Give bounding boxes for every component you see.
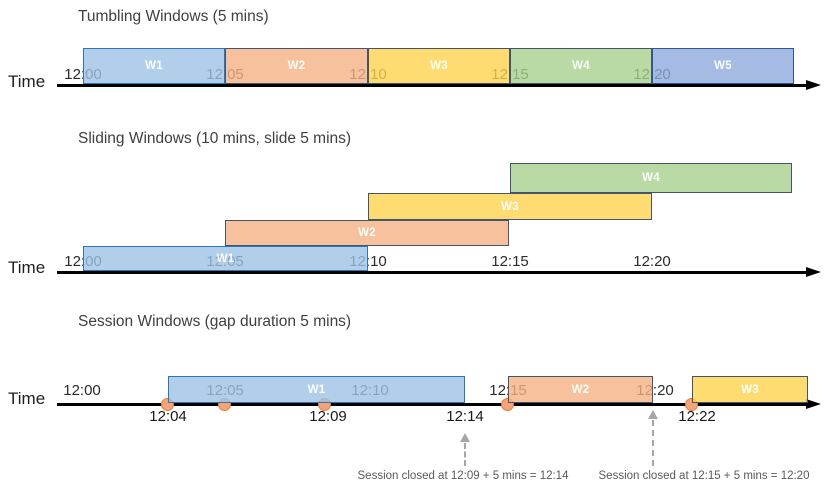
sliding-window-w2-label: W2	[358, 227, 376, 239]
tumbling-section-title: Tumbling Windows (5 mins)	[78, 8, 269, 25]
session-close-arrow-1-line	[464, 443, 466, 466]
tumbling-timeline-arrow-icon	[806, 80, 821, 90]
session-window-w3: W3	[692, 376, 808, 403]
tumbling-window-w4: W4	[510, 48, 652, 84]
session-tick-1200: 12:00	[63, 382, 101, 399]
session-window-w1: W1	[168, 376, 465, 403]
sliding-timeline	[57, 271, 808, 274]
session-section-title: Session Windows (gap duration 5 mins)	[78, 313, 352, 330]
sliding-window-w1: W1	[83, 246, 368, 271]
sliding-window-w4: W4	[510, 163, 792, 193]
sliding-window-w3-label: W3	[501, 200, 519, 213]
session-window-w1-label: W1	[307, 383, 326, 396]
tumbling-window-w1-label: W1	[145, 60, 163, 72]
event-label-1209: 12:09	[309, 408, 347, 425]
tumbling-window-w3-label: W3	[430, 60, 448, 72]
session-timeline-arrow-icon	[806, 399, 821, 409]
session-close-arrow-2-icon	[648, 410, 658, 419]
tumbling-window-w1: W1	[83, 48, 225, 84]
event-label-1214: 12:14	[446, 408, 484, 425]
tumbling-window-w2-label: W2	[287, 60, 306, 72]
tumbling-window-w2: W2	[225, 48, 368, 84]
session-window-w2-label: W2	[571, 383, 590, 396]
tumbling-window-w4-label: W4	[572, 60, 590, 72]
event-label-1204: 12:04	[149, 408, 187, 425]
session-timeline	[57, 403, 808, 406]
session-time-axis-label: Time	[8, 389, 46, 408]
session-close-arrow-1-icon	[460, 433, 470, 442]
sliding-section-title: Sliding Windows (10 mins, slide 5 mins)	[78, 130, 352, 147]
session-window-w2: W2	[508, 376, 653, 403]
session-window-w3-label: W3	[741, 383, 759, 396]
sliding-tick-1220: 12:20	[633, 253, 671, 270]
session-close-arrow-2-line	[652, 420, 654, 466]
sliding-window-w2: W2	[225, 220, 509, 246]
sliding-window-w4-label: W4	[642, 172, 660, 184]
sliding-time-axis-label: Time	[8, 258, 46, 277]
session-close-annotation-2: Session closed at 12:15 + 5 mins = 12:20	[598, 470, 810, 482]
sliding-timeline-arrow-icon	[806, 267, 821, 277]
tumbling-window-w5: W5	[652, 48, 794, 84]
sliding-window-w3: W3	[368, 193, 652, 220]
tumbling-window-w5-label: W5	[714, 60, 732, 72]
session-close-annotation-1: Session closed at 12:09 + 5 mins = 12:14	[357, 470, 569, 482]
tumbling-time-axis-label: Time	[8, 72, 46, 91]
event-label-1222: 12:22	[678, 408, 716, 425]
tumbling-window-w3: W3	[368, 48, 510, 84]
tumbling-timeline	[57, 84, 808, 87]
sliding-tick-1215: 12:15	[491, 253, 529, 270]
sliding-window-w1-label: W1	[216, 252, 235, 265]
